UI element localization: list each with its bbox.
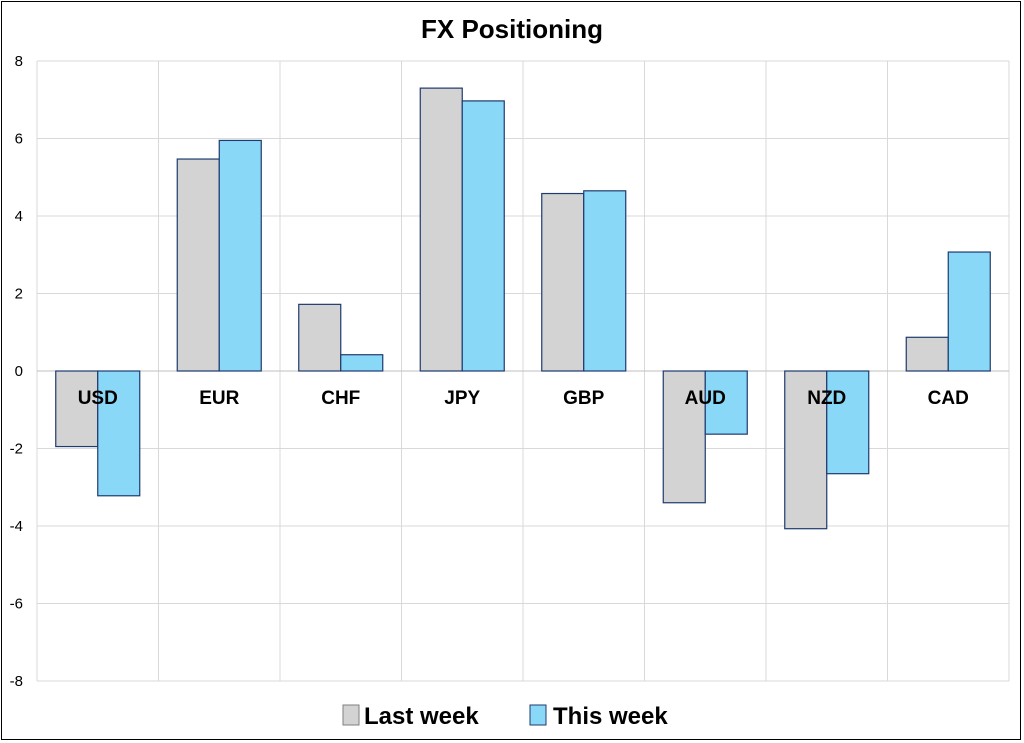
y-tick-label: 2 (15, 286, 23, 303)
bar-eur-this-week (218, 139, 262, 372)
category-label-aud: AUD (685, 388, 726, 409)
bar-gbp-last-week (541, 192, 585, 372)
bar-aud-last-week (662, 370, 706, 504)
category-label-gbp: GBP (563, 388, 605, 409)
bar-jpy-this-week (461, 100, 505, 372)
y-tick-label: 0 (15, 363, 23, 380)
bar-cad-last-week (905, 336, 949, 372)
bar-jpy-last-week (419, 87, 463, 372)
legend: Last week This week (342, 703, 668, 730)
category-label-chf: CHF (321, 388, 360, 409)
y-tick-label: 6 (15, 131, 23, 148)
legend-swatch-this-week (529, 704, 547, 726)
bar-aud-this-week (704, 370, 748, 435)
legend-swatch-last-week (342, 704, 360, 726)
labels: 8 6 4 2 0 -2 -4 -6 -8 USD EUR CHF JPY GBP AUD NZD CAD (10, 53, 969, 690)
bar-usd-this-week (97, 370, 141, 497)
y-tick-label: -2 (10, 441, 23, 458)
y-tick-label: -8 (10, 673, 23, 690)
bar-nzd-this-week (826, 370, 870, 475)
y-tick-label: 8 (15, 53, 23, 70)
category-label-jpy: JPY (444, 388, 480, 409)
y-tick-label: -4 (10, 518, 23, 535)
bar-chf-last-week (298, 303, 342, 372)
bar-nzd-last-week (784, 370, 828, 530)
bars (55, 87, 991, 530)
bar-eur-last-week (176, 158, 220, 372)
y-tick-label: -6 (10, 596, 23, 613)
bar-cad-this-week (947, 251, 991, 372)
bar-usd-last-week (55, 370, 99, 448)
bar-chf-this-week (340, 354, 384, 372)
chart-title: FX Positioning (421, 14, 603, 44)
category-label-cad: CAD (928, 388, 969, 409)
category-label-usd: USD (78, 388, 118, 409)
y-tick-label: 4 (15, 208, 23, 225)
category-label-eur: EUR (199, 388, 239, 409)
bar-gbp-this-week (583, 190, 627, 372)
legend-label-last-week: Last week (364, 703, 479, 730)
category-label-nzd: NZD (807, 388, 846, 409)
legend-label-this-week: This week (553, 703, 668, 730)
